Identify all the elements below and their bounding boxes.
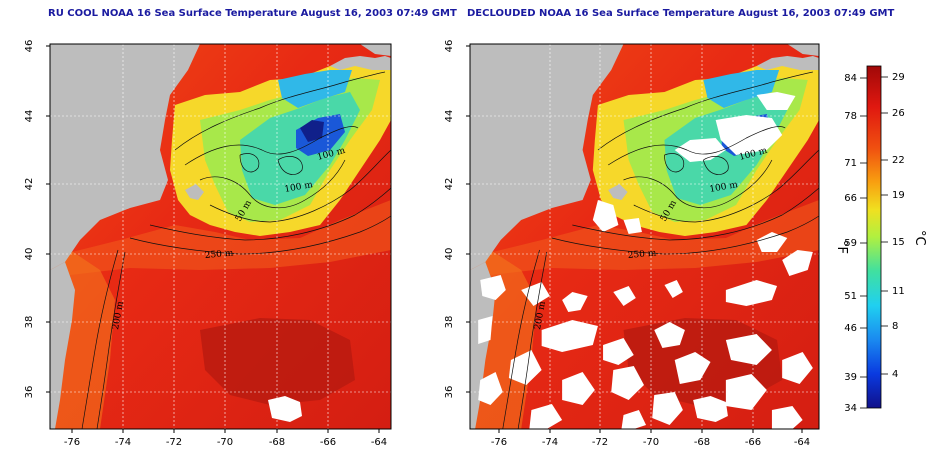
celsius-tick-label: 29 [892, 72, 905, 83]
lat-tick-label: 42 [444, 178, 455, 191]
lat-tick-label: 42 [24, 178, 35, 191]
fahrenheit-tick-label: 51 [844, 291, 857, 302]
lat-tick-label: 40 [444, 248, 455, 261]
lon-tick-label: -74 [115, 437, 131, 448]
lat-tick-label: 36 [24, 386, 35, 399]
lon-tick-label: -70 [217, 437, 233, 448]
lat-tick-label: 44 [444, 110, 455, 123]
celsius-tick-label: 22 [892, 155, 905, 166]
lon-tick-label: -64 [794, 437, 810, 448]
lat-tick-label: 40 [24, 248, 35, 261]
fahrenheit-tick-label: 78 [844, 111, 857, 122]
contour-label: 200 m [533, 300, 548, 330]
contour-label: 100 m [284, 180, 314, 195]
fahrenheit-tick-label: 59 [844, 238, 857, 249]
lon-tick-label: -72 [166, 437, 182, 448]
axes-left: -76 -74 -72 -70 -68 -66 -64 46 44 42 40 38 36 [24, 40, 387, 448]
lon-tick-label: -72 [592, 437, 608, 448]
map-panel-left [50, 44, 391, 429]
colorbar [866, 65, 882, 409]
lat-tick-label: 44 [24, 110, 35, 123]
map-frame-right [469, 43, 820, 430]
lon-tick-label: -68 [269, 437, 285, 448]
fahrenheit-tick-label: 34 [844, 403, 857, 414]
lon-tick-label: -76 [491, 437, 507, 448]
fahrenheit-tick-label: 71 [844, 158, 857, 169]
lon-tick-label: -68 [694, 437, 710, 448]
lon-tick-label: -64 [371, 437, 387, 448]
celsius-tick-label: 26 [892, 108, 905, 119]
lon-tick-label: -66 [320, 437, 336, 448]
celsius-tick-label: 8 [892, 321, 898, 332]
contour-label: 250 m [627, 248, 657, 260]
map-frame-left [49, 43, 392, 430]
panel-title-left: RU COOL NOAA 16 Sea Surface Temperature … [48, 8, 457, 19]
lat-tick-label: 46 [444, 40, 455, 53]
unit-celsius: °C [912, 230, 927, 246]
lon-tick-label: -74 [542, 437, 558, 448]
map-panel-right [470, 44, 819, 429]
unit-fahrenheit: °F [834, 240, 849, 254]
lon-tick-label: -66 [745, 437, 761, 448]
fahrenheit-tick-label: 39 [844, 372, 857, 383]
celsius-tick-label: 15 [892, 237, 905, 248]
fahrenheit-tick-label: 84 [844, 73, 857, 84]
lon-tick-label: -70 [643, 437, 659, 448]
lat-tick-label: 38 [24, 316, 35, 329]
fahrenheit-tick-label: 66 [844, 193, 857, 204]
contour-label: 200 m [111, 300, 126, 330]
lon-tick-label: -76 [64, 437, 80, 448]
celsius-tick-label: 11 [892, 286, 905, 297]
contour-label: 250 m [204, 248, 234, 260]
fahrenheit-tick-label: 46 [844, 323, 857, 334]
lat-tick-label: 38 [444, 316, 455, 329]
lat-tick-label: 36 [444, 386, 455, 399]
celsius-tick-label: 4 [892, 369, 898, 380]
contour-label: 100 m [709, 180, 739, 195]
panel-title-right: DECLOUDED NOAA 16 Sea Surface Temperatur… [467, 8, 895, 19]
lat-tick-label: 46 [24, 40, 35, 53]
axes-right: -76 -74 -72 -70 -68 -66 -64 46 44 42 40 38 36 [444, 40, 810, 448]
graticule-right [470, 44, 819, 429]
celsius-tick-label: 19 [892, 190, 905, 201]
graticule-left [50, 44, 391, 429]
